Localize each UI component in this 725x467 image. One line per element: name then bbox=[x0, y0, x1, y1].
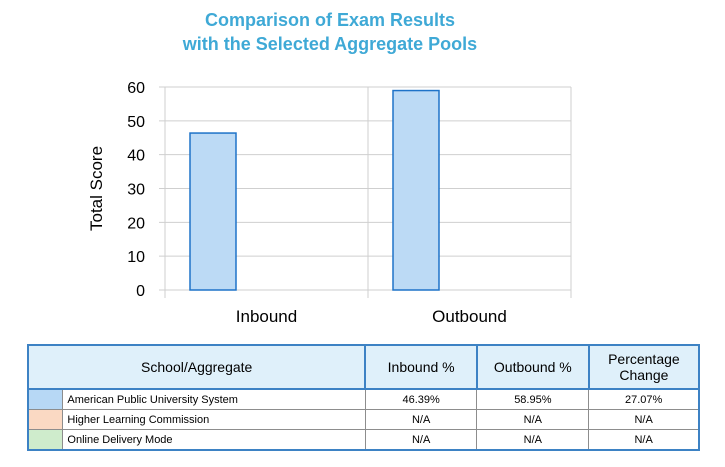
chart-title-line-1: Comparison of Exam Results bbox=[204, 10, 456, 30]
row-name: American Public University System bbox=[62, 388, 366, 410]
header-percentage-change-line-2: Change bbox=[619, 367, 669, 383]
legend-swatch bbox=[27, 429, 64, 451]
legend-swatch bbox=[27, 388, 64, 410]
row-inbound: 46.39% bbox=[364, 388, 478, 410]
y-tick-label: 30 bbox=[127, 182, 145, 199]
row-change: 27.07% bbox=[588, 388, 701, 410]
y-axis-label: Total Score bbox=[87, 146, 106, 231]
header-school-aggregate: School/Aggregate bbox=[26, 344, 367, 389]
table-row: Online Delivery Mode N/A N/A N/A bbox=[27, 429, 701, 451]
x-tick-label: Outbound bbox=[432, 307, 507, 326]
table-header-row: School/Aggregate Inbound % Outbound % Pe… bbox=[26, 344, 701, 389]
row-outbound: N/A bbox=[476, 429, 590, 451]
results-table: School/Aggregate Inbound % Outbound % Pe… bbox=[26, 344, 701, 451]
y-tick-label: 60 bbox=[127, 80, 145, 97]
bar-chart: 0 10 20 30 40 50 60 Inbound Outbound Total Score bbox=[87, 80, 572, 326]
bar bbox=[392, 89, 440, 291]
chart-title: Comparison of Exam Results with the Sele… bbox=[0, 8, 660, 56]
table-row: Higher Learning Commission N/A N/A N/A bbox=[27, 409, 701, 430]
row-change: N/A bbox=[588, 429, 701, 451]
header-outbound: Outbound % bbox=[475, 344, 590, 389]
row-name: Online Delivery Mode bbox=[62, 429, 366, 451]
row-change: N/A bbox=[588, 409, 701, 430]
row-inbound: N/A bbox=[364, 429, 478, 451]
y-tick-label: 40 bbox=[127, 148, 145, 165]
row-name: Higher Learning Commission bbox=[62, 409, 366, 430]
bar bbox=[189, 132, 237, 291]
row-outbound: N/A bbox=[476, 409, 590, 430]
header-percentage-change: Percentage Change bbox=[587, 344, 701, 389]
y-tick-label: 10 bbox=[127, 249, 145, 266]
table-row: American Public University System 46.39%… bbox=[27, 388, 701, 410]
y-tick-label: 20 bbox=[127, 215, 145, 232]
row-outbound: 58.95% bbox=[476, 388, 590, 410]
header-percentage-change-line-1: Percentage bbox=[608, 351, 680, 367]
y-tick-label: 50 bbox=[127, 114, 145, 131]
x-tick-label: Inbound bbox=[236, 307, 297, 326]
header-inbound: Inbound % bbox=[364, 344, 478, 389]
legend-swatch bbox=[27, 409, 64, 430]
y-tick-label: 0 bbox=[136, 283, 145, 300]
row-inbound: N/A bbox=[364, 409, 478, 430]
chart-title-line-2: with the Selected Aggregate Pools bbox=[182, 34, 478, 54]
